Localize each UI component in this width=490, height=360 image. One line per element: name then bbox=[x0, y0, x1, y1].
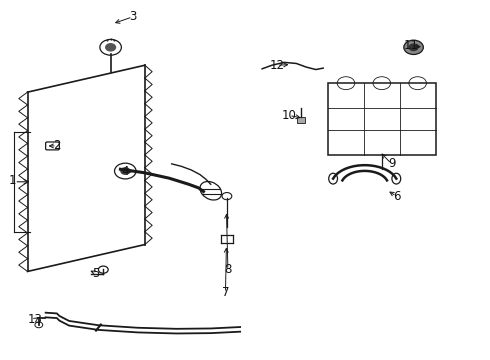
Text: 5: 5 bbox=[92, 267, 99, 280]
Text: 7: 7 bbox=[221, 287, 229, 300]
Text: 8: 8 bbox=[224, 263, 232, 276]
Text: 2: 2 bbox=[53, 139, 61, 152]
Text: 10: 10 bbox=[282, 109, 296, 122]
Text: 9: 9 bbox=[388, 157, 395, 170]
Circle shape bbox=[409, 44, 418, 50]
Text: 11: 11 bbox=[404, 39, 418, 52]
Text: 13: 13 bbox=[27, 313, 42, 327]
Text: 3: 3 bbox=[129, 10, 136, 23]
Circle shape bbox=[404, 40, 423, 54]
Bar bbox=[297, 117, 305, 123]
Bar bbox=[328, 83, 436, 155]
Circle shape bbox=[106, 44, 116, 51]
Circle shape bbox=[121, 168, 130, 174]
Text: 1: 1 bbox=[9, 174, 17, 186]
Text: 12: 12 bbox=[270, 59, 284, 72]
Text: 4: 4 bbox=[122, 165, 129, 177]
Text: 6: 6 bbox=[392, 190, 400, 203]
